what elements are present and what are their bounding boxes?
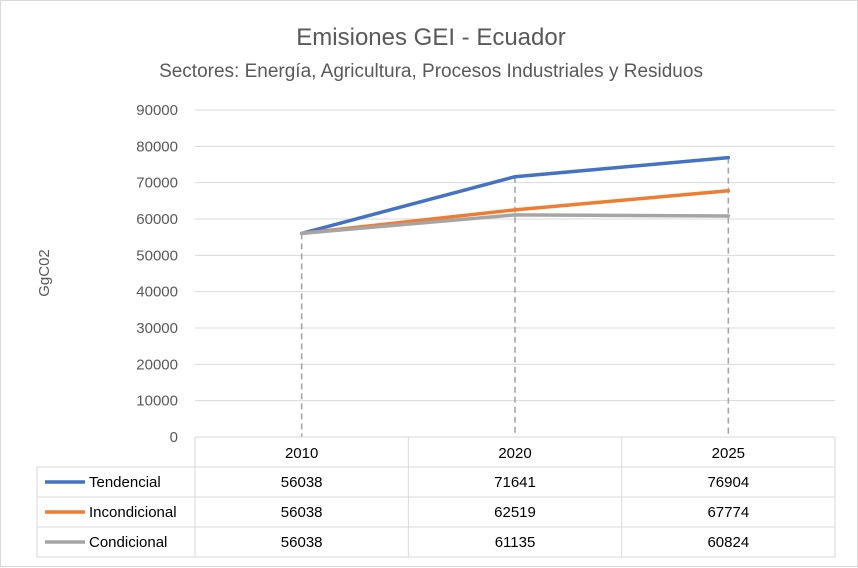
- data-label: 71641: [494, 474, 536, 491]
- legend-label: Condicional: [89, 534, 167, 551]
- x-tick-label: 2020: [498, 445, 531, 462]
- y-tick-label: 80000: [136, 138, 178, 155]
- series-line-tendencial: [299, 155, 731, 236]
- y-tick-label: 70000: [136, 175, 178, 192]
- chart-subtitle: Sectores: Energía, Agricultura, Procesos…: [159, 61, 703, 82]
- data-label: 56038: [281, 534, 323, 551]
- data-label: 60824: [707, 534, 749, 551]
- y-tick-label: 20000: [136, 356, 178, 373]
- y-tick-label: 40000: [136, 284, 178, 301]
- y-tick-label: 90000: [136, 102, 178, 119]
- data-label: 56038: [281, 474, 323, 491]
- series-line-condicional: [299, 213, 731, 236]
- legend-label: Incondicional: [89, 504, 177, 521]
- data-label: 56038: [281, 504, 323, 521]
- data-label: 62519: [494, 504, 536, 521]
- data-label: 76904: [707, 474, 749, 491]
- x-tick-label: 2010: [285, 445, 318, 462]
- legend-label: Tendencial: [89, 474, 161, 491]
- y-tick-label: 30000: [136, 320, 178, 337]
- y-axis-label: GgC02: [36, 249, 53, 297]
- chart-title: Emisiones GEI - Ecuador: [296, 24, 565, 51]
- y-tick-label: 60000: [136, 211, 178, 228]
- y-tick-label: 10000: [136, 393, 178, 410]
- data-label: 67774: [707, 504, 749, 521]
- data-label: 61135: [495, 534, 536, 551]
- x-tick-label: 2025: [712, 445, 745, 462]
- y-tick-label: 0: [170, 429, 178, 446]
- y-tick-label: 50000: [136, 247, 178, 264]
